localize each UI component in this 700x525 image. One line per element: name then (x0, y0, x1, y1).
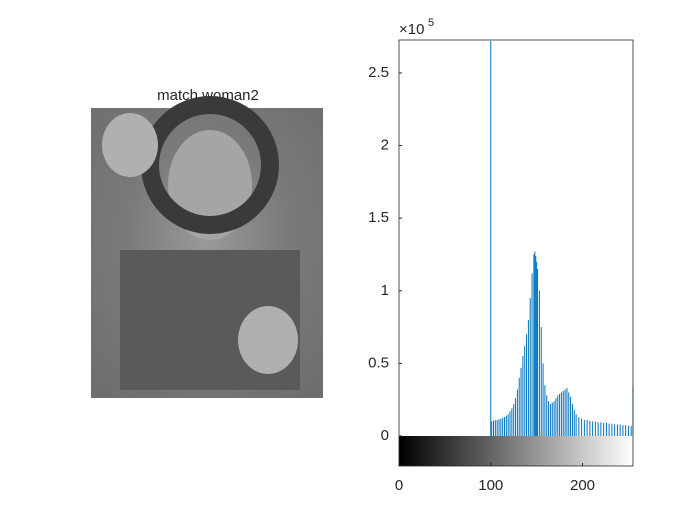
y-tick-label: 1.5 (368, 209, 389, 226)
image (91, 96, 323, 398)
hand (238, 306, 298, 374)
x-tick-label: 200 (570, 477, 595, 494)
x-tick-label: 0 (395, 477, 403, 494)
hand (102, 113, 158, 177)
y-tick-label: 0.5 (368, 354, 389, 371)
y-tick-label: 0 (381, 427, 389, 444)
y-tick-label: 2.5 (368, 64, 389, 81)
y-tick-label: 1 (381, 282, 389, 299)
image-title: match woman2 (157, 87, 259, 104)
colorbar (399, 436, 633, 466)
y-tick-label: 2 (381, 137, 389, 154)
axes-box (398, 39, 634, 467)
y-exponent: 5 (428, 17, 434, 29)
x-tick-label: 100 (478, 477, 503, 494)
histogram: 0 0.5 1 1.5 2 2.5 0 100 200 ×10 5 (368, 17, 634, 494)
y-exponent-base: ×10 (399, 21, 424, 38)
